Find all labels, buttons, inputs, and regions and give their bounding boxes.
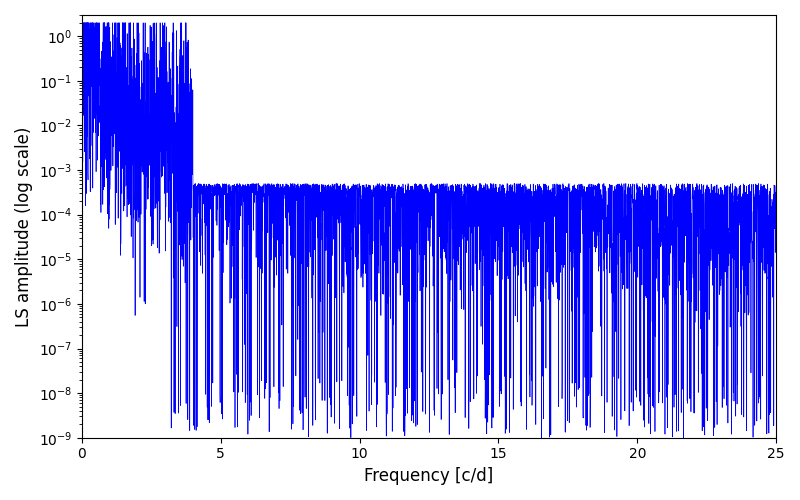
X-axis label: Frequency [c/d]: Frequency [c/d]	[364, 467, 494, 485]
Y-axis label: LS amplitude (log scale): LS amplitude (log scale)	[15, 126, 33, 326]
